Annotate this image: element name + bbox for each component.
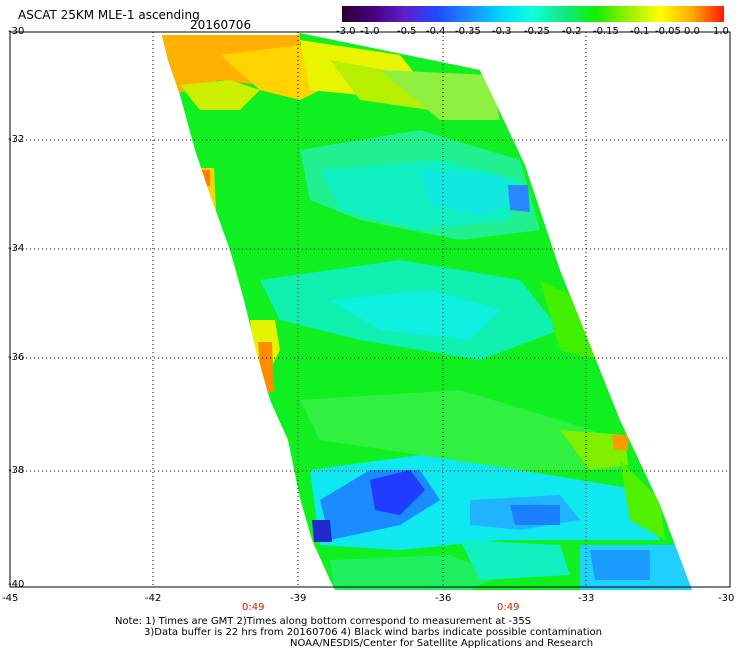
colorbar-label: -0.15 — [593, 26, 619, 37]
lat-label: -30 — [8, 26, 25, 37]
lat-label: -40 — [8, 579, 25, 590]
note-line-2: 3)Data buffer is 22 hrs from 20160706 4)… — [144, 627, 602, 638]
colorbar-gradient — [342, 6, 724, 22]
lon-label: -36 — [435, 593, 452, 604]
lon-label: -30 — [718, 593, 735, 604]
map-title: ASCAT 25KM MLE-1 ascending — [18, 8, 200, 22]
lon-label: -33 — [578, 593, 595, 604]
colorbar-label: -0.5 — [397, 26, 417, 37]
lon-label: -45 — [2, 593, 19, 604]
colorbar-label: -0.35 — [455, 26, 481, 37]
colorbar-label: 0.0 — [684, 26, 700, 37]
grid-lines — [10, 31, 730, 587]
map-frame — [9, 31, 731, 588]
time-label: 0:49 — [497, 602, 520, 613]
lat-label: -34 — [8, 243, 25, 254]
lon-label: -39 — [290, 593, 307, 604]
colorbar — [342, 6, 724, 22]
lat-label: -38 — [8, 465, 25, 476]
colorbar-label: -0.3 — [492, 26, 512, 37]
colorbar-label: -0.4 — [426, 26, 446, 37]
lat-label: -32 — [8, 134, 25, 145]
note-line-1: Note: 1) Times are GMT 2)Times along bot… — [115, 616, 532, 627]
time-label: 0:49 — [242, 602, 265, 613]
lon-label: -42 — [145, 593, 162, 604]
colorbar-label: -1.0 — [360, 26, 380, 37]
colorbar-label: -0.05 — [655, 26, 681, 37]
colorbar-label: -3.0 — [336, 26, 356, 37]
lat-label: -36 — [8, 352, 25, 363]
map-date: 20160706 — [190, 18, 252, 32]
colorbar-label: -0.2 — [562, 26, 582, 37]
note-line-3: NOAA/NESDIS/Center for Satellite Applica… — [290, 638, 594, 649]
colorbar-label: -0.25 — [524, 26, 550, 37]
colorbar-label: -0.1 — [630, 26, 650, 37]
ascat-swath — [162, 33, 692, 590]
colorbar-label: 1.0 — [713, 26, 729, 37]
